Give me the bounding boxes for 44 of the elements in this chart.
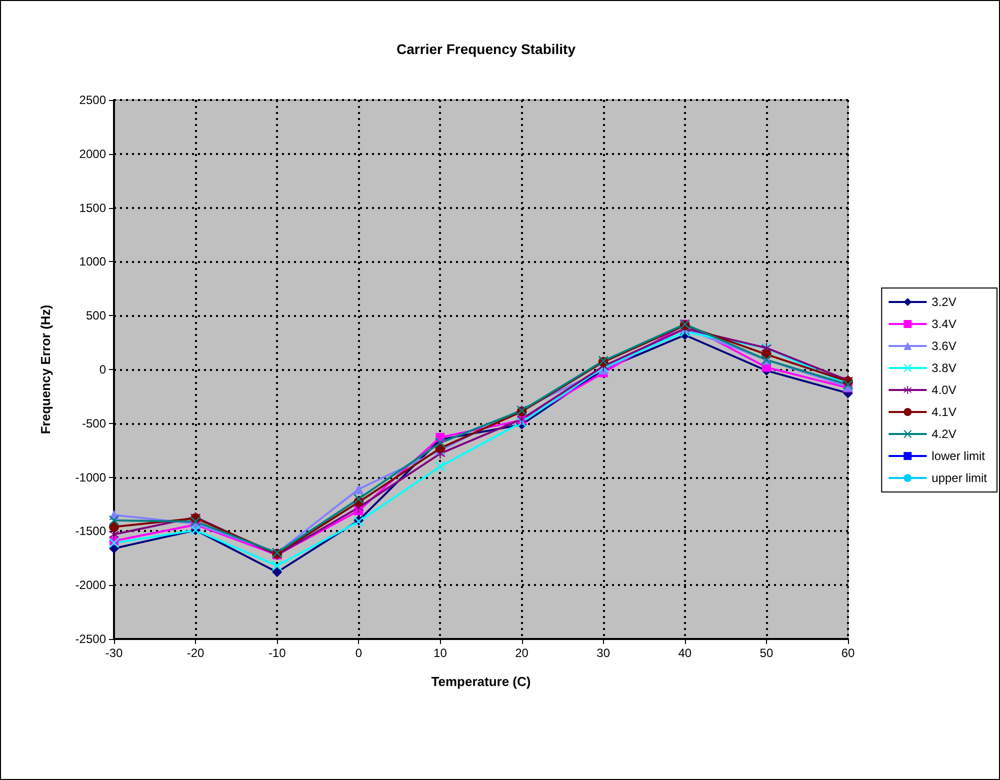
point: [272, 567, 282, 578]
x-tick-label: 10: [434, 646, 448, 660]
point: [109, 515, 119, 526]
x-tick-label: -20: [186, 646, 205, 660]
point: [435, 462, 446, 472]
point: [354, 484, 364, 494]
x-tick-label: 40: [678, 646, 692, 660]
point: [272, 560, 282, 571]
chart-title: Carrier Frequency Stability: [396, 41, 576, 57]
point: [109, 522, 119, 532]
y-tick-label: -1000: [75, 470, 106, 484]
x-tick-label: 0: [355, 646, 362, 660]
y-tick-label: -2000: [75, 578, 106, 592]
legend-label: 4.0V: [932, 383, 956, 397]
legend-label: 3.4V: [932, 317, 956, 331]
y-tick-label: -2500: [75, 632, 106, 646]
legend-label: 3.2V: [932, 295, 956, 309]
point: [190, 516, 201, 526]
y-tick-label: 1500: [79, 200, 106, 215]
y-tick-label: 2500: [79, 93, 106, 107]
x-tick-label: -10: [268, 646, 286, 660]
legend-label: upper limit: [932, 471, 988, 485]
y-tick-label: 2000: [79, 146, 106, 161]
x-tick-label: 60: [841, 646, 855, 660]
legend-label: 3.8V: [932, 361, 956, 375]
legend-label: 4.1V: [932, 405, 956, 419]
x-tick-label: 20: [515, 646, 529, 660]
x-tick-label: 30: [596, 646, 610, 660]
x-axis-title: Temperature (C): [431, 674, 531, 689]
y-tick-label: -1500: [75, 524, 106, 538]
legend-label: 3.6V: [932, 339, 956, 353]
legend-label: lower limit: [932, 449, 986, 463]
y-tick-label: 1000: [79, 254, 106, 269]
x-tick-label: 50: [760, 646, 774, 660]
y-tick-label: 0: [99, 362, 106, 376]
x-tick-label: -30: [105, 646, 123, 660]
y-tick-label: -500: [82, 416, 106, 430]
legend-label: 4.2V: [932, 427, 956, 441]
y-tick-label: 500: [86, 308, 106, 323]
y-axis-title: Frequency Error (Hz): [38, 304, 53, 434]
point: [109, 529, 119, 540]
point: [435, 438, 446, 448]
point: [109, 538, 119, 548]
point: [354, 494, 364, 504]
